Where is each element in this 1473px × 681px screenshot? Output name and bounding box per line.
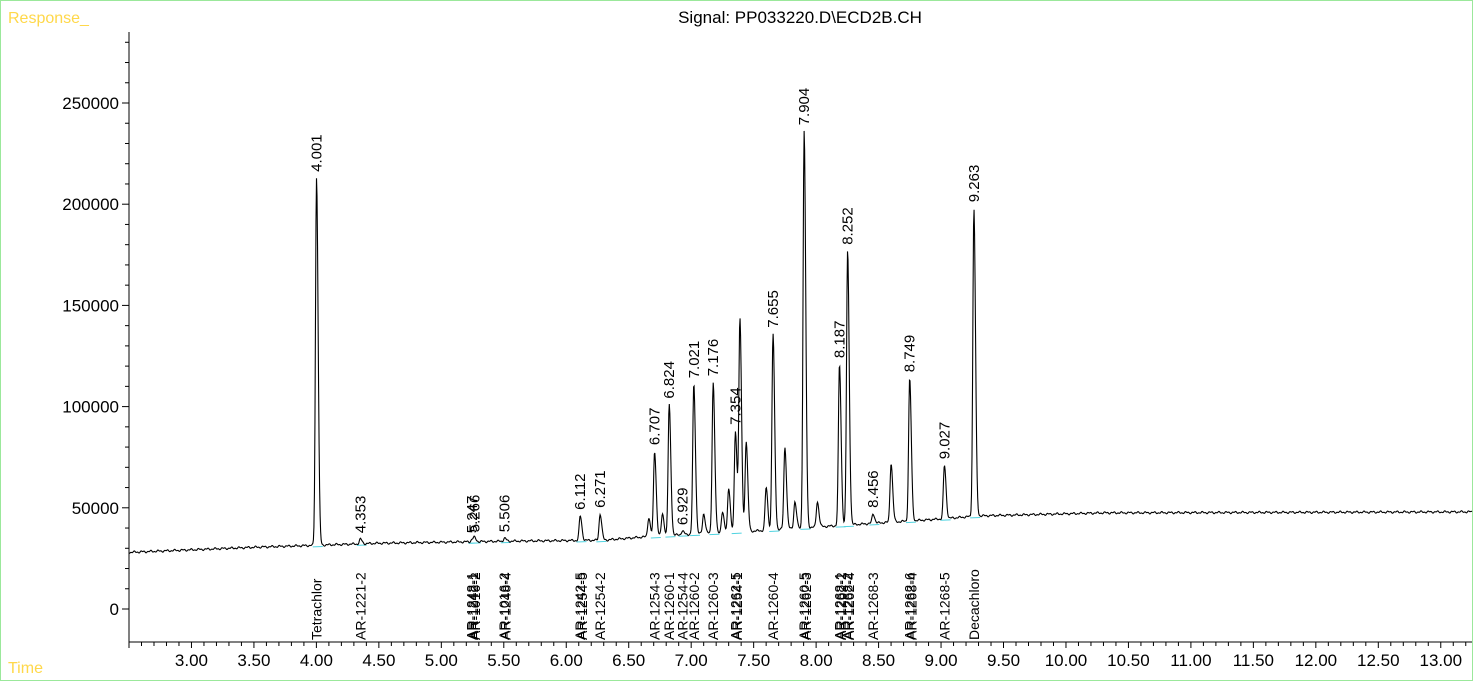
peak-rt-label: 9.027: [936, 422, 953, 460]
x-tick-label: 10.00: [1045, 651, 1088, 670]
y-tick-label: 100000: [62, 398, 119, 417]
compound-label: Tetrachlor: [309, 578, 325, 640]
peak-rt-label: 5.266: [467, 495, 484, 533]
compound-label: AR-1268-5: [936, 572, 952, 640]
y-tick-label: 250000: [62, 94, 119, 113]
x-tick-label: 10.50: [1107, 651, 1150, 670]
peak-rt-label: 8.252: [840, 207, 857, 245]
peak-rt-label: 6.112: [572, 473, 589, 509]
compound-label: Decachloro: [966, 569, 982, 640]
peak-rt-label: 4.001: [309, 134, 326, 172]
x-tick-label: 12.00: [1295, 651, 1338, 670]
compound-label: AR-1242-1: [465, 572, 481, 640]
compound-label: AR-1262-5: [727, 572, 743, 640]
peak-rt-label: 8.187: [832, 321, 849, 359]
compound-label: AR-1262-2: [833, 572, 849, 640]
compound-label: AR-1016-2: [467, 572, 483, 640]
compound-label: AR-1262-6: [902, 572, 918, 640]
compound-label: AR-1242-5: [572, 572, 588, 640]
x-tick-label: 11.00: [1170, 651, 1211, 670]
ticks: 0 50000 100000 150000 200000 250000 3.00 3.50 4.…: [62, 41, 1467, 670]
compound-labels: Tetrachlor AR-1221-2 AR-1248-1AR-1242-1AR-…: [309, 569, 982, 640]
compound-label: AR-1260-3: [705, 572, 721, 640]
compound-label: AR-1260-5: [796, 572, 812, 640]
peak-rt-label: 7.904: [796, 88, 813, 126]
compound-label: AR-1268-4: [903, 572, 919, 640]
peak-rt-label: 7.655: [765, 290, 782, 328]
x-tick-label: 6.50: [612, 651, 645, 670]
x-tick-label: 8.00: [800, 651, 833, 670]
peak-rt-label: 9.263: [966, 165, 983, 203]
peak-rt-label: 5.247: [464, 496, 481, 534]
peak-rt-label: 4.353: [353, 496, 370, 534]
chart-title: Signal: PP033220.D\ECD2B.CH: [678, 8, 922, 27]
x-tick-label: 3.00: [175, 651, 208, 670]
compound-label: AR-1248-1: [463, 572, 479, 640]
y-tick-label: 0: [110, 600, 119, 619]
compound-label: AR-1254-3: [647, 572, 663, 640]
compound-label: AR-1016-2: [496, 572, 512, 640]
x-tick-label: 11.50: [1233, 651, 1274, 670]
x-tick-label: 5.00: [425, 651, 458, 670]
compound-label: AR-1260-2: [686, 572, 702, 640]
x-tick-label: 6.00: [550, 651, 583, 670]
x-tick-label: 13.00: [1419, 651, 1462, 670]
y-tick-label: 150000: [62, 296, 119, 315]
peak-rt-label: 7.354: [727, 387, 744, 425]
x-tick-label: 3.50: [237, 651, 270, 670]
x-tick-label: 4.00: [300, 651, 333, 670]
compound-label: AR-1248-4: [498, 572, 514, 640]
compound-label: AR-1254-5: [574, 572, 590, 640]
x-tick-label: 8.50: [862, 651, 895, 670]
x-axis-corner-label: Time: [8, 660, 43, 677]
peak-rt-label: 6.271: [592, 470, 609, 508]
y-axis-corner-label: Response_: [8, 10, 89, 27]
x-tick-label: 7.50: [737, 651, 770, 670]
x-tick-label: 4.50: [362, 651, 395, 670]
x-tick-label: 9.00: [924, 651, 957, 670]
y-tick-label: 200000: [62, 195, 119, 214]
axes: [128, 32, 1472, 643]
compound-label: AR-1262-3: [798, 572, 814, 640]
compound-label: AR-1254-1: [729, 572, 745, 640]
y-tick-label: 50000: [72, 499, 119, 518]
compound-label: AR-1254-2: [592, 572, 608, 640]
x-tick-label: 12.50: [1357, 651, 1400, 670]
compound-label: AR-1262-4: [841, 572, 857, 640]
peak-rt-label: 7.176: [705, 339, 722, 377]
peak-rt-label: 6.824: [661, 361, 678, 399]
compound-label: AR-1260-1: [661, 572, 677, 640]
peak-rt-label: 8.456: [865, 470, 882, 508]
peak-rt-label: 6.707: [647, 408, 664, 446]
x-tick-label: 5.50: [487, 651, 520, 670]
peak-rt-label: 7.021: [686, 341, 703, 379]
x-tick-label: 7.00: [675, 651, 708, 670]
peak-rt-label: 8.749: [902, 335, 919, 373]
compound-label: AR-1254-4: [674, 572, 690, 640]
compound-label: AR-1260-4: [765, 572, 781, 640]
compound-label: AR-1268-3: [865, 572, 881, 640]
compound-label: AR-1268-2: [840, 572, 856, 640]
signal-trace: [128, 130, 1473, 554]
compound-label: AR-1221-2: [353, 572, 369, 640]
peak-rt-label: 6.929: [674, 488, 691, 526]
compound-label: AR-1268-1: [832, 572, 848, 640]
x-tick-label: 9.50: [987, 651, 1020, 670]
peak-rt-label: 5.506: [497, 495, 514, 533]
